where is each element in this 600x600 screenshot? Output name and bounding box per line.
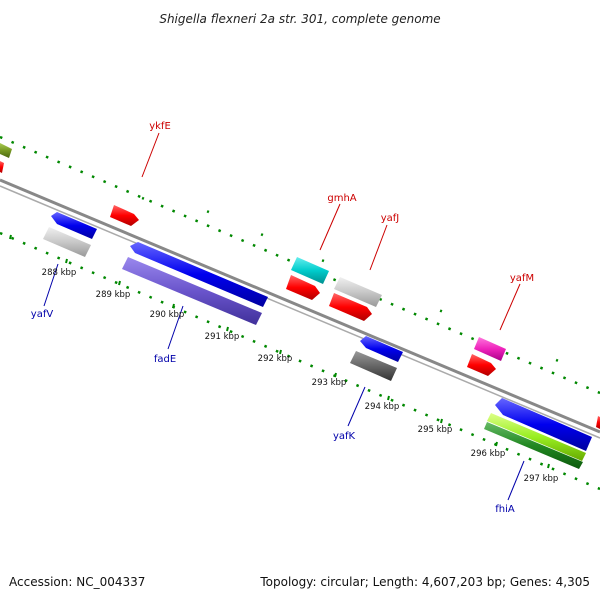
gene-red-near-gmhA[interactable] <box>286 275 320 300</box>
gene-blue-fadE-region[interactable] <box>130 242 268 307</box>
tick-label-290: 290 kbp <box>150 310 185 320</box>
leader-fadE <box>167 305 184 350</box>
inner-ring-dots <box>0 231 600 491</box>
gene-yafM[interactable] <box>474 337 506 361</box>
inner-ring-ticks <box>9 234 550 469</box>
gene-blue-yafK-region[interactable] <box>360 336 403 362</box>
label-yafV[interactable]: yafV <box>31 309 54 320</box>
tick-label-289: 289 kbp <box>96 290 131 300</box>
gene-yafJ[interactable] <box>334 277 382 307</box>
leader-yafM <box>499 283 521 331</box>
gene-blue-fhiA-region[interactable] <box>495 398 592 451</box>
gene-yafV[interactable] <box>43 227 91 257</box>
tick-label-293: 293 kbp <box>312 378 347 388</box>
leader-ykfE <box>141 132 160 178</box>
genome-backbone <box>0 178 600 434</box>
tick-label-297: 297 kbp <box>524 474 559 484</box>
label-yafJ[interactable]: yafJ <box>381 213 400 224</box>
gene-blue-yafV-region[interactable] <box>51 212 97 239</box>
gene-fhiA[interactable] <box>484 422 583 469</box>
label-gmhA[interactable]: gmhA <box>327 193 356 204</box>
tick-label-295: 295 kbp <box>418 425 453 435</box>
gene-olive-left[interactable] <box>0 143 12 158</box>
tick-label-292: 292 kbp <box>258 354 293 364</box>
gene-gmhA[interactable] <box>291 257 329 284</box>
leader-yafJ <box>369 224 388 271</box>
label-fhiA[interactable]: fhiA <box>495 504 515 515</box>
topology-text: Topology: circular; Length: 4,607,203 bp… <box>259 575 590 589</box>
gene-fadE[interactable] <box>122 257 262 325</box>
tick-label-294: 294 kbp <box>365 402 400 412</box>
tick-label-288: 288 kbp <box>42 268 77 278</box>
leader-fhiA <box>507 460 525 501</box>
tick-label-296: 296 kbp <box>471 449 506 459</box>
label-ykfE[interactable]: ykfE <box>149 121 171 132</box>
map-title: Shigella flexneri 2a str. 301, complete … <box>159 12 440 26</box>
tick-label-291: 291 kbp <box>205 332 240 342</box>
label-yafK[interactable]: yafK <box>333 431 356 442</box>
gene-red-left[interactable] <box>0 161 4 173</box>
outer-ring-ticks <box>141 196 559 362</box>
gene-lime-fhiA-region[interactable] <box>487 413 586 461</box>
accession-text: Accession: NC_004337 <box>9 575 145 589</box>
gene-yafK[interactable] <box>350 351 397 381</box>
leader-yafK <box>347 386 366 427</box>
gene-red-ykfE-region[interactable] <box>110 205 139 226</box>
label-fadE[interactable]: fadE <box>154 354 176 365</box>
gene-red-near-yafJ[interactable] <box>329 293 372 321</box>
label-yafM[interactable]: yafM <box>510 273 534 284</box>
genome-backbone-inner <box>0 185 600 439</box>
leader-yafV <box>43 263 59 307</box>
gene-red-right[interactable] <box>596 416 600 429</box>
gene-red-near-yafM[interactable] <box>467 354 496 376</box>
leader-gmhA <box>319 203 341 251</box>
